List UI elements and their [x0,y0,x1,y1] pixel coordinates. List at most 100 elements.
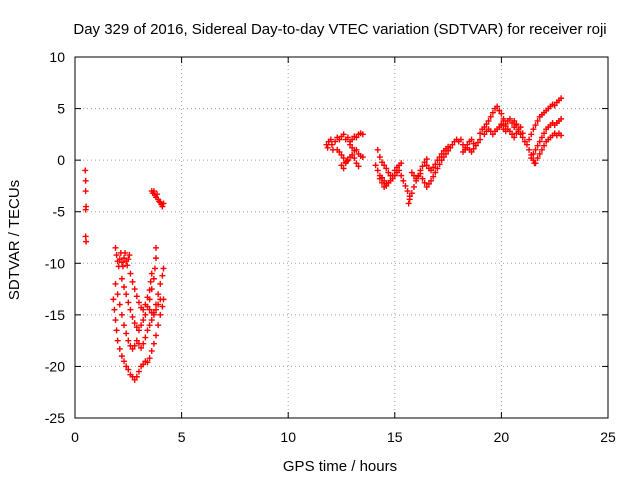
data-point [138,344,145,351]
data-point [530,150,537,157]
data-point [349,136,356,143]
data-point [419,163,426,170]
data-point [125,299,132,306]
data-point [118,353,125,360]
data-point [551,102,558,109]
data-point [116,345,123,352]
data-point [430,173,437,180]
data-point [340,131,347,138]
data-point [126,252,133,259]
data-point [421,159,428,166]
data-point [428,167,435,174]
data-point [425,180,432,187]
data-point [408,190,415,197]
data-point [118,259,125,266]
data-point [415,173,422,180]
data-point [528,155,535,162]
data-point [468,148,475,155]
y-tick-label: -20 [45,358,65,374]
data-point [118,275,125,282]
data-point [131,376,138,383]
data-point [129,345,136,352]
data-point [404,188,411,195]
data-point [131,342,138,349]
data-point [398,172,405,179]
data-point [332,138,339,145]
data-point [477,136,484,143]
data-point [359,131,366,138]
data-point [528,131,535,138]
data-point [481,124,488,131]
data-point [449,141,456,148]
data-point [472,142,479,149]
data-point [156,198,163,205]
data-point [151,265,158,272]
data-point [83,238,90,245]
data-point [398,160,405,167]
data-point [118,311,125,318]
data-point [121,284,128,291]
data-point [385,169,392,176]
y-tick-label: -5 [53,204,66,220]
data-point [353,160,360,167]
data-point [114,337,121,344]
data-point [140,317,147,324]
data-point [336,148,343,155]
data-point [146,287,153,294]
data-point [417,170,424,177]
data-point [146,306,153,313]
data-point [445,143,452,150]
data-point [121,358,128,365]
data-point [112,244,119,251]
data-point [517,124,524,131]
data-point [428,177,435,184]
data-point [135,368,142,375]
data-point [127,270,134,277]
data-point [160,200,167,207]
data-point [340,155,347,162]
y-tick-label: -15 [45,307,65,323]
data-point [408,169,415,176]
data-point [122,249,129,256]
data-point [379,179,386,186]
data-point [457,136,464,143]
data-point [113,327,120,334]
data-point [133,324,140,331]
data-point [150,188,157,195]
data-point [110,296,117,303]
data-point [154,191,161,198]
data-point [381,183,388,190]
data-point [558,95,565,102]
data-point [541,142,548,149]
data-point [124,262,131,269]
chart-title: Day 329 of 2016, Sidereal Day-to-day VTE… [73,21,606,38]
data-point [496,107,503,114]
data-point [327,136,334,143]
data-point [389,175,396,182]
data-point [157,311,164,318]
data-point [532,146,539,153]
data-point [489,131,496,138]
data-point [506,128,513,135]
data-point [423,156,430,163]
data-point [146,322,153,329]
data-point [146,355,153,362]
x-axis-label: GPS time / hours [283,458,397,475]
data-point [536,138,543,145]
data-point [423,162,430,169]
data-point [153,332,160,339]
data-point [511,134,518,141]
data-point [144,294,151,301]
data-point [477,130,484,137]
data-point [133,373,140,380]
data-point [153,306,160,313]
data-point [323,141,330,148]
axis-ticks: 0 5 10 15 20 25 -25 -20 -15 -10 -5 0 5 10 [45,49,616,445]
data-point [494,103,501,110]
y-tick-label: 10 [49,49,65,65]
data-point [121,255,128,262]
data-point [485,117,492,124]
data-point [159,303,166,310]
data-point [436,154,443,161]
data-point [530,126,537,133]
